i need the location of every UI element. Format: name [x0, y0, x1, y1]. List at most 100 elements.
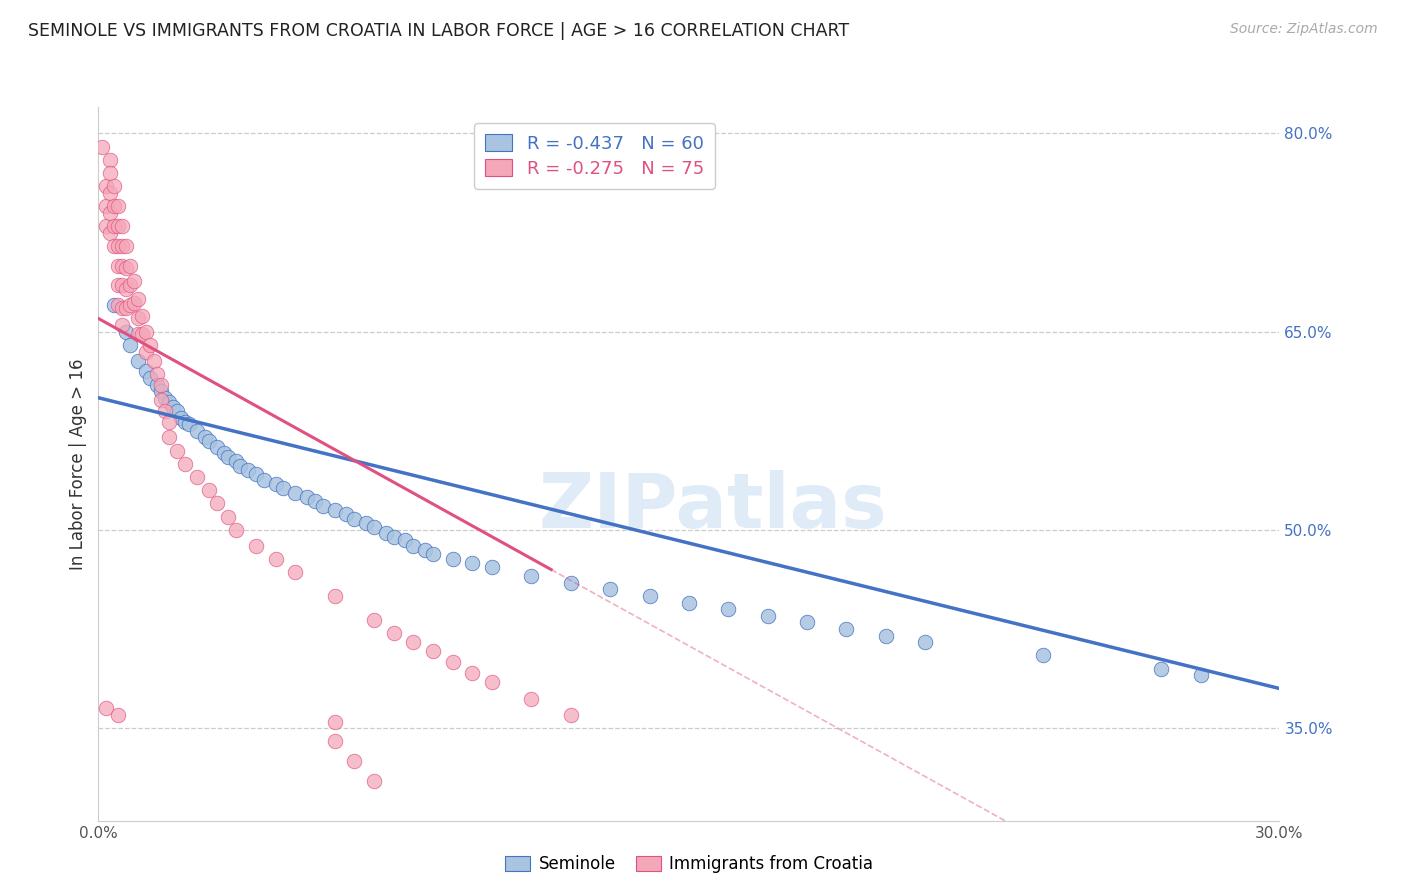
Point — [413, 542, 436, 557]
Point — [1150, 662, 1173, 676]
Text: Source: ZipAtlas.com: Source: ZipAtlas.com — [1230, 22, 1378, 37]
Point — [441, 655, 464, 669]
Point — [98, 206, 121, 220]
Point — [111, 278, 134, 293]
Point — [796, 615, 818, 630]
Point — [402, 635, 425, 649]
Point — [111, 301, 134, 315]
Point — [107, 278, 129, 293]
Point — [461, 556, 484, 570]
Point — [422, 547, 444, 561]
Point — [150, 384, 173, 399]
Point — [135, 325, 157, 339]
Point — [382, 626, 405, 640]
Point — [638, 589, 661, 603]
Point — [122, 275, 145, 289]
Point — [103, 298, 125, 312]
Point — [155, 391, 177, 405]
Point — [197, 434, 219, 449]
Point — [229, 459, 252, 474]
Point — [245, 539, 267, 553]
Point — [103, 199, 125, 213]
Point — [98, 226, 121, 240]
Point — [98, 166, 121, 180]
Point — [118, 298, 141, 312]
Point — [264, 476, 287, 491]
Point — [284, 565, 307, 579]
Point — [155, 404, 177, 418]
Point — [197, 483, 219, 498]
Point — [115, 325, 138, 339]
Point — [157, 430, 180, 444]
Point — [245, 467, 267, 482]
Legend: Seminole, Immigrants from Croatia: Seminole, Immigrants from Croatia — [498, 849, 880, 880]
Text: ZIPatlas: ZIPatlas — [538, 470, 887, 543]
Point — [312, 499, 335, 513]
Point — [560, 707, 582, 722]
Point — [91, 139, 114, 153]
Point — [111, 219, 134, 233]
Point — [323, 503, 346, 517]
Point — [194, 430, 217, 444]
Point — [115, 301, 138, 315]
Point — [127, 353, 149, 368]
Point — [520, 692, 543, 706]
Point — [217, 509, 239, 524]
Point — [146, 377, 169, 392]
Point — [875, 629, 897, 643]
Point — [127, 292, 149, 306]
Point — [323, 714, 346, 729]
Text: SEMINOLE VS IMMIGRANTS FROM CROATIA IN LABOR FORCE | AGE > 16 CORRELATION CHART: SEMINOLE VS IMMIGRANTS FROM CROATIA IN L… — [28, 22, 849, 40]
Point — [103, 179, 125, 194]
Point — [678, 596, 700, 610]
Point — [150, 393, 173, 408]
Point — [111, 318, 134, 332]
Point — [599, 582, 621, 597]
Point — [115, 261, 138, 276]
Point — [107, 298, 129, 312]
Point — [150, 377, 173, 392]
Point — [205, 496, 228, 510]
Point — [236, 463, 259, 477]
Point — [323, 734, 346, 748]
Point — [174, 415, 197, 429]
Point — [111, 259, 134, 273]
Point — [382, 529, 405, 543]
Point — [835, 622, 858, 636]
Point — [107, 219, 129, 233]
Point — [107, 707, 129, 722]
Point — [127, 311, 149, 326]
Point — [363, 520, 385, 534]
Point — [103, 219, 125, 233]
Point — [560, 575, 582, 590]
Point — [295, 490, 318, 504]
Point — [481, 560, 503, 574]
Point — [214, 446, 236, 460]
Point — [402, 539, 425, 553]
Point — [174, 457, 197, 471]
Point — [166, 404, 188, 418]
Point — [323, 589, 346, 603]
Point — [481, 674, 503, 689]
Point — [422, 644, 444, 658]
Point — [162, 400, 184, 414]
Point — [127, 327, 149, 342]
Point — [107, 239, 129, 253]
Point — [914, 635, 936, 649]
Point — [107, 199, 129, 213]
Point — [374, 525, 396, 540]
Point — [177, 417, 200, 432]
Point — [363, 613, 385, 627]
Point — [166, 443, 188, 458]
Point — [170, 410, 193, 425]
Point — [354, 516, 377, 531]
Point — [96, 701, 118, 715]
Point — [225, 454, 247, 468]
Point — [205, 440, 228, 454]
Point — [363, 774, 385, 789]
Point — [115, 239, 138, 253]
Point — [717, 602, 740, 616]
Point — [186, 424, 208, 438]
Point — [1032, 648, 1054, 663]
Point — [343, 512, 366, 526]
